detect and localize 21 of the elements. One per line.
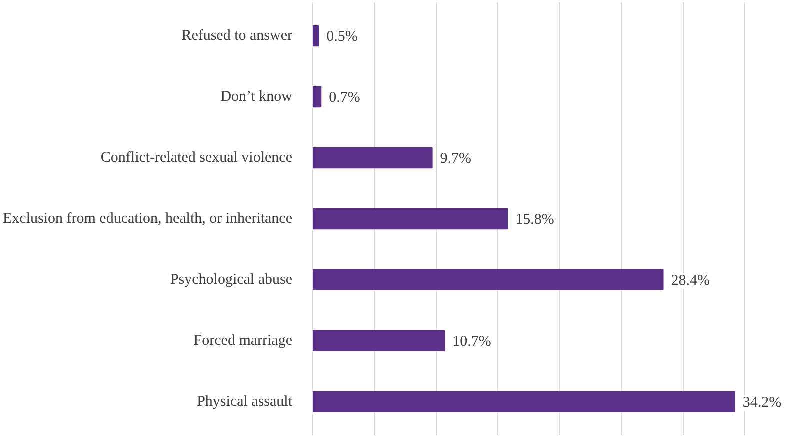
y-tick-label: Forced marriage bbox=[194, 332, 293, 349]
data-label: 0.5% bbox=[326, 29, 358, 46]
data-label: 10.7% bbox=[452, 334, 492, 350]
bar bbox=[312, 330, 446, 352]
y-tick-label: Exclusion from education, health, or inheritance bbox=[3, 211, 293, 227]
y-tick-label: Don’t know bbox=[220, 89, 293, 106]
y-tick-label: Conflict-related sexual violence bbox=[100, 150, 293, 166]
data-label: 0.7% bbox=[329, 90, 360, 106]
bar bbox=[312, 147, 433, 169]
y-tick-label: Refused to answer bbox=[182, 28, 293, 44]
data-label: 28.4% bbox=[671, 272, 710, 289]
data-label: 34.2% bbox=[742, 394, 782, 411]
y-tick-label: Psychological abuse bbox=[170, 272, 293, 288]
y-tick-label: Physical assault bbox=[197, 394, 294, 410]
data-label: 15.8% bbox=[516, 212, 554, 228]
bar bbox=[312, 391, 736, 413]
bar bbox=[312, 208, 508, 230]
bar bbox=[312, 269, 664, 291]
bar bbox=[312, 25, 320, 47]
bar bbox=[312, 86, 322, 108]
data-label: 9.7% bbox=[440, 151, 472, 168]
